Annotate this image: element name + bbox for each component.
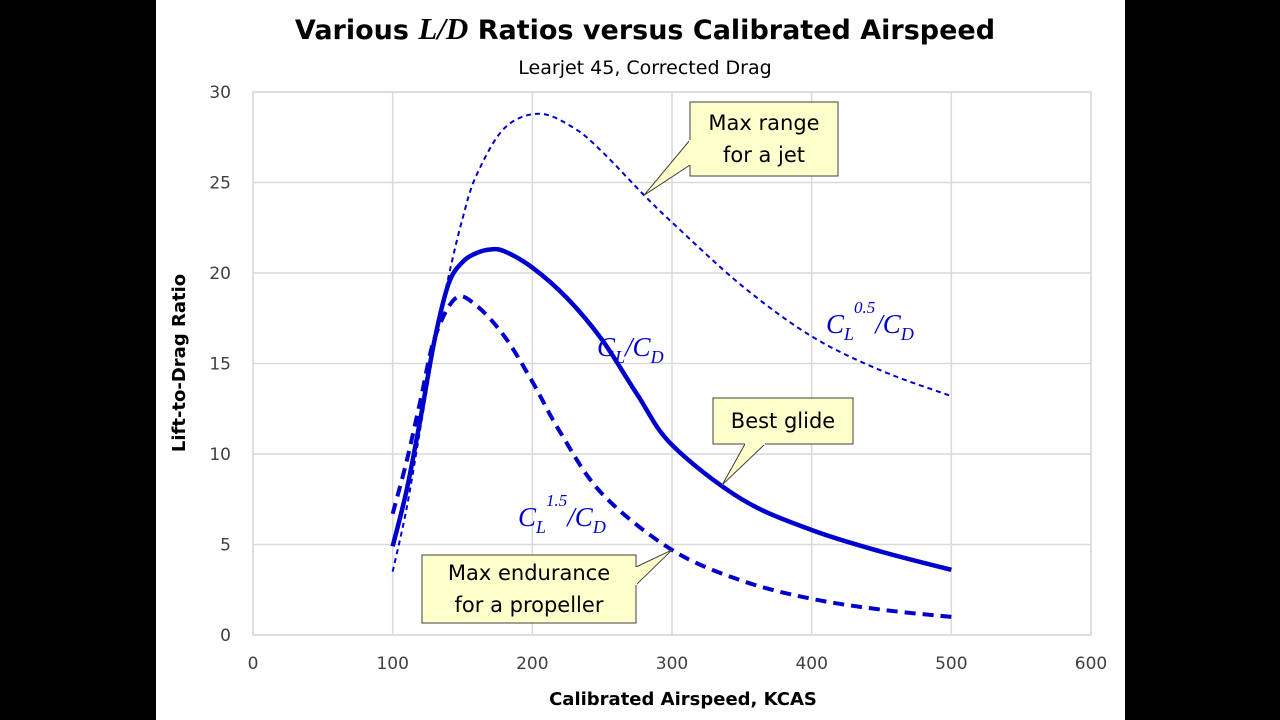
y-tick-label: 15 (209, 355, 231, 375)
series-line-cl-1-5-cd (390, 294, 952, 619)
callout-box (421, 554, 637, 624)
callout-text: Best glide (731, 409, 835, 433)
title-prefix: Various (295, 15, 418, 46)
label-base: C (826, 309, 845, 339)
label-sub: L (843, 324, 854, 344)
label-slash: / (623, 332, 635, 362)
title-suffix: Ratios versus Calibrated Airspeed (468, 15, 995, 46)
x-tick-label: 100 (376, 654, 408, 674)
callout-pointer (721, 443, 767, 486)
label-base: C (518, 502, 537, 532)
series-label: CL1.5/CD (518, 491, 606, 537)
callout: Max range for a jet (643, 101, 839, 196)
x-tick-label: 500 (935, 654, 967, 674)
callout-text: for a propeller (455, 593, 604, 617)
label-den-sub: D (592, 517, 606, 537)
x-tick-label: 0 (248, 654, 259, 674)
title-math: L/D (417, 11, 468, 46)
callout-pointer (643, 138, 691, 196)
series-line-cl-0-5-cd (391, 112, 952, 572)
y-tick-label: 10 (209, 445, 231, 465)
x-tick-label: 400 (795, 654, 827, 674)
label-slash: / (565, 502, 577, 532)
callout-text: Max range (708, 111, 819, 135)
callout-text: Max endurance (448, 561, 610, 585)
x-tick-label: 300 (656, 654, 688, 674)
label-sup: 0.5 (854, 298, 875, 317)
label-slash: / (873, 309, 885, 339)
label-sub: L (535, 517, 546, 537)
y-tick-label: 30 (209, 83, 231, 103)
label-sub: L (614, 347, 625, 367)
chart-panel (156, 0, 1125, 720)
callout: Max endurance for a propeller (421, 549, 673, 624)
y-tick-label: 25 (209, 174, 231, 194)
series-lines (390, 112, 952, 619)
x-axis-label: Calibrated Airspeed, KCAS (549, 689, 817, 710)
label-den-base: C (633, 332, 652, 362)
label-den-base: C (575, 502, 594, 532)
label-den-base: C (883, 309, 902, 339)
label-den-sub: D (900, 324, 914, 344)
series-label: CL/CD (597, 332, 664, 367)
y-tick-label: 0 (220, 626, 231, 646)
callout-pointer (635, 549, 673, 587)
callout-box (689, 101, 839, 177)
y-tick-label: 5 (220, 536, 231, 556)
callout-box (712, 397, 854, 445)
series-label: CL0.5/CD (826, 298, 914, 344)
chart-subtitle: Learjet 45, Corrected Drag (518, 57, 771, 79)
tick-labels: 0 100 200 300 400 500 600 0 5 10 15 20 25 30 (209, 83, 1107, 674)
label-sup: 1.5 (546, 491, 567, 510)
label-base: C (597, 332, 616, 362)
callouts: Max range for a jet Best glide Max enduranc… (421, 101, 854, 624)
chart-title: Various L/D Ratios versus Calibrated Air… (295, 11, 995, 46)
label-den-sub: D (650, 347, 664, 367)
callout: Best glide (712, 397, 854, 486)
y-axis-label: Lift-to-Drag Ratio (169, 274, 190, 452)
y-tick-label: 20 (209, 264, 231, 284)
callout-text: for a jet (723, 143, 805, 167)
x-tick-label: 600 (1075, 654, 1107, 674)
x-tick-label: 200 (516, 654, 548, 674)
